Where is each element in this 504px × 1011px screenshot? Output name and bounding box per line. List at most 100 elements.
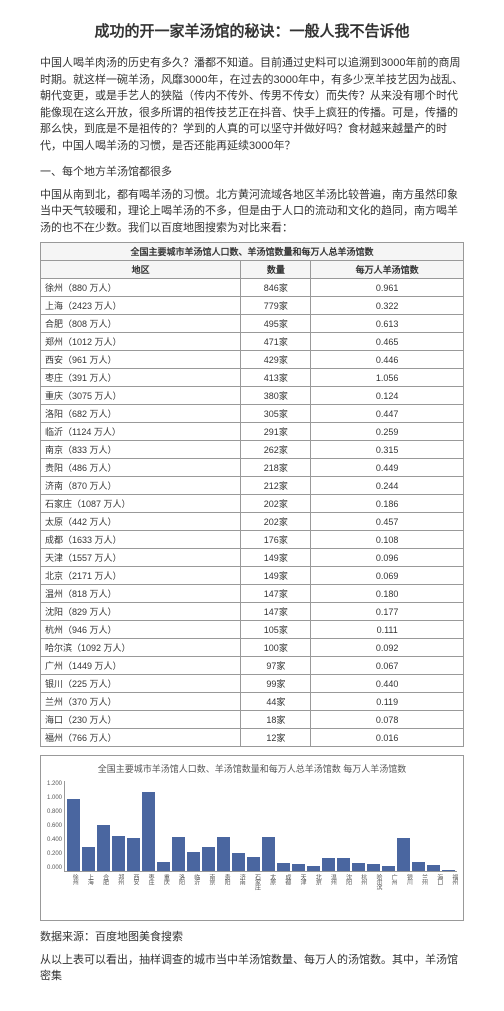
- chart-title: 全国主要城市羊汤馆人口数、羊汤馆数量和每万人总羊汤馆数 每万人羊汤馆数: [47, 762, 457, 775]
- table-cell: 305家: [241, 405, 311, 423]
- table-cell: 218家: [241, 459, 311, 477]
- chart-bar: [157, 862, 170, 871]
- chart-bar: [307, 866, 320, 871]
- bar-chart: [64, 781, 457, 872]
- table-row: 银川（225 万人）99家0.440: [41, 675, 464, 693]
- table-row: 杭州（946 万人）105家0.111: [41, 621, 464, 639]
- chart-bar: [232, 853, 245, 871]
- chart-bar: [442, 870, 455, 871]
- table-cell: 202家: [241, 495, 311, 513]
- table-row: 海口（230 万人）18家0.078: [41, 711, 464, 729]
- table-cell: 北京（2171 万人）: [41, 567, 241, 585]
- ytick: 0.400: [47, 837, 62, 843]
- table-cell: 1.056: [311, 369, 464, 387]
- table-row: 哈尔滨（1092 万人）100家0.092: [41, 639, 464, 657]
- table-cell: 147家: [241, 603, 311, 621]
- table-cell: 149家: [241, 549, 311, 567]
- table-cell: 147家: [241, 585, 311, 603]
- chart-bar: [82, 847, 95, 871]
- table-cell: 176家: [241, 531, 311, 549]
- table-cell: 291家: [241, 423, 311, 441]
- chart-bar: [292, 864, 305, 871]
- city-table: 全国主要城市羊汤馆人口数、羊汤馆数量和每万人总羊汤馆数 地区 数量 每万人羊汤馆…: [40, 242, 464, 747]
- xtick: 贵阳: [216, 874, 229, 914]
- table-cell: 太原（442 万人）: [41, 513, 241, 531]
- table-cell: 兰州（370 万人）: [41, 693, 241, 711]
- table-row: 沈阳（829 万人）147家0.177: [41, 603, 464, 621]
- xtick: 徐州: [64, 874, 77, 914]
- table-cell: 380家: [241, 387, 311, 405]
- table-cell: 0.180: [311, 585, 464, 603]
- table-cell: 枣庄（391 万人）: [41, 369, 241, 387]
- col-count: 数量: [241, 261, 311, 279]
- table-row: 太原（442 万人）202家0.457: [41, 513, 464, 531]
- table-cell: 471家: [241, 333, 311, 351]
- table-caption: 全国主要城市羊汤馆人口数、羊汤馆数量和每万人总羊汤馆数: [41, 243, 464, 261]
- table-cell: 0.067: [311, 657, 464, 675]
- table-cell: 495家: [241, 315, 311, 333]
- table-cell: 0.447: [311, 405, 464, 423]
- table-cell: 徐州（880 万人）: [41, 279, 241, 297]
- ytick: 0.800: [47, 809, 62, 815]
- intro-paragraph: 中国人喝羊肉汤的历史有多久？潘都不知道。目前通过史料可以追溯到3000年前的商周…: [40, 55, 464, 154]
- chart-bar: [262, 837, 275, 871]
- table-cell: 0.096: [311, 549, 464, 567]
- table-cell: 846家: [241, 279, 311, 297]
- xtick: 兰州: [413, 874, 426, 914]
- table-row: 济南（870 万人）212家0.244: [41, 477, 464, 495]
- ytick: 1.200: [47, 781, 62, 787]
- table-row: 北京（2171 万人）149家0.069: [41, 567, 464, 585]
- table-cell: 0.465: [311, 333, 464, 351]
- chart-bar: [352, 863, 365, 871]
- table-row: 广州（1449 万人）97家0.067: [41, 657, 464, 675]
- xtick: 临沂: [186, 874, 199, 914]
- table-cell: 202家: [241, 513, 311, 531]
- xtick: 哈尔滨: [368, 874, 381, 914]
- table-row: 徐州（880 万人）846家0.961: [41, 279, 464, 297]
- chart-bar: [202, 847, 215, 871]
- table-cell: 0.119: [311, 693, 464, 711]
- xtick: 西安: [125, 874, 138, 914]
- chart-xaxis: 徐州上海合肥郑州西安枣庄重庆洛阳临沂南京贵阳济南石家庄太原成都天津北京温州沈阳杭…: [64, 874, 457, 914]
- table-cell: 0.186: [311, 495, 464, 513]
- table-row: 重庆（3075 万人）380家0.124: [41, 387, 464, 405]
- table-cell: 0.259: [311, 423, 464, 441]
- table-cell: 0.124: [311, 387, 464, 405]
- table-cell: 重庆（3075 万人）: [41, 387, 241, 405]
- xtick: 洛阳: [170, 874, 183, 914]
- table-cell: 合肥（808 万人）: [41, 315, 241, 333]
- table-row: 兰州（370 万人）44家0.119: [41, 693, 464, 711]
- table-cell: 0.092: [311, 639, 464, 657]
- table-cell: 哈尔滨（1092 万人）: [41, 639, 241, 657]
- table-row: 郑州（1012 万人）471家0.465: [41, 333, 464, 351]
- table-cell: 南京（833 万人）: [41, 441, 241, 459]
- table-cell: 0.016: [311, 729, 464, 747]
- xtick: 温州: [322, 874, 335, 914]
- chart-bar: [427, 865, 440, 871]
- xtick: 银川: [398, 874, 411, 914]
- table-cell: 99家: [241, 675, 311, 693]
- table-cell: 413家: [241, 369, 311, 387]
- table-cell: 贵阳（486 万人）: [41, 459, 241, 477]
- table-row: 西安（961 万人）429家0.446: [41, 351, 464, 369]
- table-cell: 149家: [241, 567, 311, 585]
- table-cell: 0.315: [311, 441, 464, 459]
- xtick: 天津: [292, 874, 305, 914]
- chart-bar: [217, 837, 230, 871]
- xtick: 太原: [261, 874, 274, 914]
- table-cell: 0.457: [311, 513, 464, 531]
- xtick: 杭州: [353, 874, 366, 914]
- xtick: 北京: [307, 874, 320, 914]
- table-row: 上海（2423 万人）779家0.322: [41, 297, 464, 315]
- section-1-title: 一、每个地方羊汤馆都很多: [40, 164, 464, 181]
- table-row: 洛阳（682 万人）305家0.447: [41, 405, 464, 423]
- table-row: 临沂（1124 万人）291家0.259: [41, 423, 464, 441]
- table-cell: 44家: [241, 693, 311, 711]
- table-cell: 262家: [241, 441, 311, 459]
- table-cell: 0.108: [311, 531, 464, 549]
- col-per10k: 每万人羊汤馆数: [311, 261, 464, 279]
- table-row: 成都（1633 万人）176家0.108: [41, 531, 464, 549]
- table-cell: 100家: [241, 639, 311, 657]
- table-cell: 洛阳（682 万人）: [41, 405, 241, 423]
- table-cell: 0.078: [311, 711, 464, 729]
